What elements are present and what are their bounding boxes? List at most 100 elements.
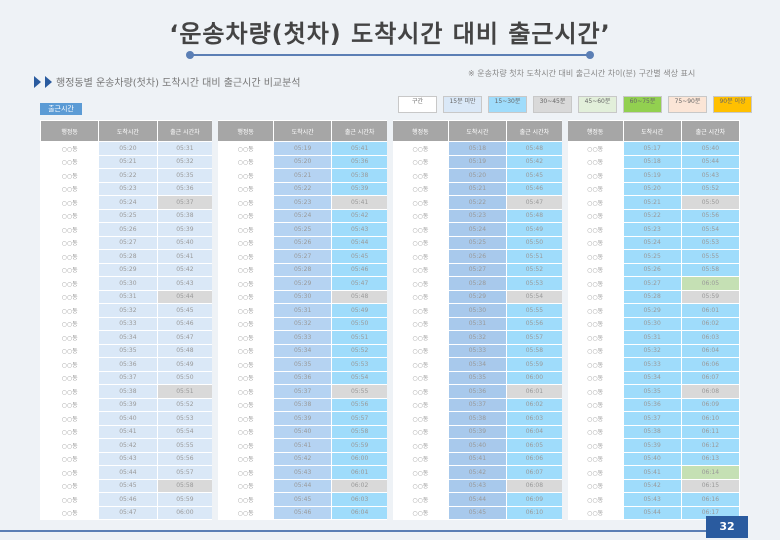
arrival-cell: 05:22 (272, 181, 333, 196)
arrival-cell: 05:40 (447, 438, 508, 453)
commute-cell: 06:02 (331, 478, 394, 493)
commute-cell: 05:41 (331, 141, 394, 156)
commute-cell: 05:50 (331, 316, 394, 331)
commute-cell: 05:59 (331, 438, 394, 453)
district-cell: ○○동 (214, 370, 275, 385)
district-cell: ○○동 (389, 384, 449, 399)
legend-item: 15~30분 (488, 96, 527, 113)
commute-cell: 05:40 (680, 141, 741, 156)
district-cell: ○○동 (564, 276, 624, 291)
district-cell: ○○동 (389, 316, 449, 331)
district-cell: ○○동 (39, 330, 100, 345)
commute-cell: 06:16 (680, 492, 741, 507)
commute-cell: 06:06 (505, 451, 568, 466)
arrival-cell: 05:38 (622, 424, 682, 439)
district-cell: ○○동 (564, 289, 624, 304)
arrival-cell: 05:23 (447, 208, 508, 223)
arrival-cell: 05:36 (98, 357, 158, 372)
commute-cell: 05:47 (156, 330, 219, 345)
commute-cell: 05:47 (505, 195, 568, 210)
district-cell: ○○동 (389, 505, 449, 520)
district-cell: ○○동 (389, 154, 449, 169)
commute-cell: 06:00 (505, 370, 568, 385)
district-cell: ○○동 (564, 478, 624, 493)
arrival-cell: 05:40 (622, 451, 682, 466)
commute-cell: 05:56 (680, 208, 741, 223)
arrival-cell: 05:32 (98, 303, 158, 318)
district-cell: ○○동 (389, 249, 449, 264)
commute-cell: 06:01 (505, 384, 568, 399)
commute-cell: 05:49 (505, 222, 568, 237)
arrival-cell: 05:43 (447, 478, 508, 493)
district-cell: ○○동 (564, 316, 624, 331)
arrival-cell: 05:18 (622, 154, 682, 169)
commute-table: 행정동 도착시간 출근 시간차 행정동 도착시간 출근 시간차 행정동 도착시간… (39, 120, 741, 520)
district-cell: ○○동 (214, 492, 275, 507)
district-cell: ○○동 (564, 438, 624, 453)
arrival-cell: 05:38 (98, 384, 158, 399)
district-cell: ○○동 (39, 384, 100, 399)
commute-cell: 05:54 (505, 289, 568, 304)
arrival-cell: 05:39 (622, 438, 682, 453)
arrival-cell: 05:43 (622, 492, 682, 507)
legend-item: 90분 이상 (713, 96, 752, 113)
commute-cell: 06:15 (680, 478, 741, 493)
subtitle-text: 행정동별 운송차량(첫차) 도착시간 대비 출근시간 비교분석 (56, 78, 301, 89)
arrival-cell: 05:36 (447, 384, 508, 399)
district-cell: ○○동 (39, 478, 100, 493)
arrival-cell: 05:24 (447, 222, 508, 237)
arrival-cell: 05:44 (622, 505, 682, 520)
commute-cell: 06:07 (505, 465, 568, 480)
commute-cell: 06:09 (680, 397, 741, 412)
commute-cell: 05:55 (680, 249, 741, 264)
district-cell: ○○동 (564, 492, 624, 507)
commute-cell: 05:41 (156, 249, 219, 264)
arrival-cell: 05:39 (98, 397, 158, 412)
district-cell: ○○동 (214, 478, 275, 493)
commute-cell: 05:49 (156, 357, 219, 372)
arrival-cell: 05:35 (622, 384, 682, 399)
district-cell: ○○동 (389, 276, 449, 291)
commute-cell: 05:58 (156, 478, 219, 493)
district-cell: ○○동 (389, 235, 449, 250)
arrival-cell: 05:42 (447, 465, 508, 480)
commute-cell: 05:44 (680, 154, 741, 169)
legend-item: 구간 (398, 96, 437, 113)
district-cell: ○○동 (564, 397, 624, 412)
district-cell: ○○동 (214, 222, 275, 237)
district-cell: ○○동 (214, 154, 275, 169)
arrival-cell: 05:41 (272, 438, 333, 453)
arrival-cell: 05:24 (622, 235, 682, 250)
arrival-cell: 05:26 (622, 262, 682, 277)
arrival-cell: 05:31 (272, 303, 333, 318)
district-cell: ○○동 (214, 465, 275, 480)
district-cell: ○○동 (389, 478, 449, 493)
district-cell: ○○동 (389, 208, 449, 223)
arrival-cell: 05:39 (447, 424, 508, 439)
col-header-commute: 출근 시간차 (156, 120, 219, 142)
commute-cell: 06:09 (505, 492, 568, 507)
col-header-district: 행정동 (214, 120, 275, 142)
arrival-cell: 05:33 (447, 343, 508, 358)
arrival-cell: 05:38 (447, 411, 508, 426)
commute-cell: 06:02 (505, 397, 568, 412)
table-row: ○○동 05:35 05:48 ○○동 05:34 05:52 ○○동 05:33 05:58 ○… (39, 343, 741, 358)
district-cell: ○○동 (39, 276, 100, 291)
table-row: ○○동 05:46 05:59 ○○동 05:45 06:03 ○○동 05:44 06:09 ○… (39, 492, 741, 507)
section-tag: 출근시간 (40, 103, 82, 115)
col-header-arrival: 도착시간 (272, 120, 333, 142)
district-cell: ○○동 (214, 141, 275, 156)
arrival-cell: 05:21 (447, 181, 508, 196)
arrival-cell: 05:27 (447, 262, 508, 277)
table-row: ○○동 05:33 05:46 ○○동 05:32 05:50 ○○동 05:31 05:56 ○… (39, 316, 741, 331)
arrival-cell: 05:26 (447, 249, 508, 264)
commute-cell: 05:53 (505, 276, 568, 291)
commute-cell: 05:52 (505, 262, 568, 277)
commute-cell: 05:48 (331, 289, 394, 304)
district-cell: ○○동 (39, 438, 100, 453)
commute-cell: 05:35 (156, 168, 219, 183)
arrival-cell: 05:41 (98, 424, 158, 439)
table-row: ○○동 05:22 05:35 ○○동 05:21 05:38 ○○동 05:20 05:45 ○… (39, 168, 741, 183)
district-cell: ○○동 (39, 141, 100, 156)
page-number: 32 (706, 516, 748, 538)
